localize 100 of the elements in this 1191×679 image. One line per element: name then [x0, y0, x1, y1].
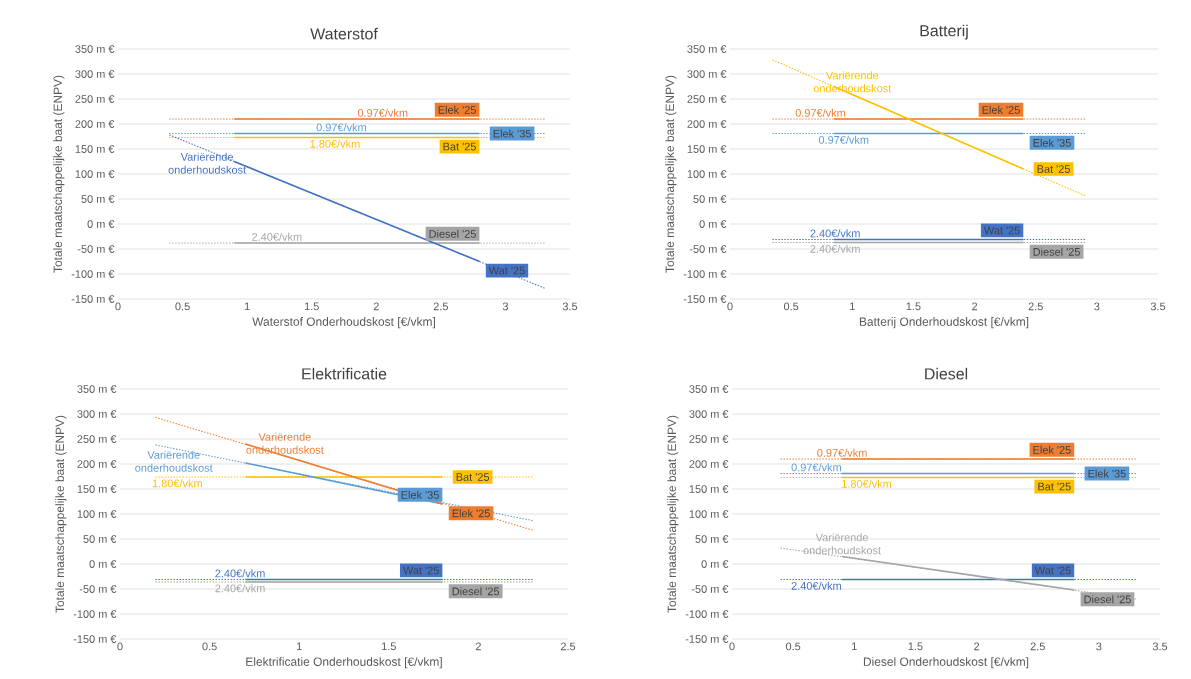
- series-label: Bat '25: [456, 473, 490, 481]
- series-label: Elek '25: [982, 105, 1020, 114]
- x-axis-title: Waterstof Onderhoudskost [€/vkm]: [252, 317, 435, 329]
- y-tick-label: -100 m €: [73, 610, 117, 618]
- x-tick-label: 1.5: [304, 302, 319, 311]
- x-tick-label: 3.5: [1152, 642, 1168, 651]
- y-tick-label: 300 m €: [75, 70, 115, 78]
- x-tick-label: 1: [852, 642, 857, 651]
- annotation: 2.40€/vkm: [810, 244, 860, 253]
- series-label: Elek '35: [493, 129, 531, 138]
- y-tick-label: 300 m €: [77, 410, 117, 418]
- x-tick-label: 1.5: [382, 642, 396, 651]
- y-tick-label: 300 m €: [689, 410, 729, 418]
- annotation: 0.97€/vkm: [817, 448, 867, 457]
- y-tick-label: 150 m €: [75, 145, 115, 153]
- x-axis-title: Diesel Onderhoudskost [€/vkm]: [863, 657, 1029, 669]
- y-tick-label: 0 m €: [699, 220, 727, 228]
- annotation: 2.40€/vkm: [810, 229, 860, 238]
- chart-title: Batterij: [920, 24, 968, 40]
- x-tick-label: 2: [475, 642, 481, 651]
- series-label: Wat '25: [983, 226, 1020, 235]
- annotation: 0.97€/vkm: [818, 135, 869, 144]
- x-tick-label: 0.5: [783, 302, 799, 311]
- y-tick-label: -50 m €: [691, 585, 729, 593]
- y-axis-title: Totale maatschappelijke baat (ENPV): [667, 415, 679, 613]
- series-label: Wat '25: [1034, 566, 1071, 575]
- series-label: Elek '35: [1088, 469, 1126, 478]
- y-tick-label: -150 m €: [683, 295, 727, 303]
- series-label: Bat '25: [1038, 482, 1071, 491]
- x-tick-label: 3: [502, 302, 508, 311]
- annotation: 1.80€/vkm: [152, 479, 202, 488]
- y-tick-label: 0 m €: [89, 560, 117, 568]
- y-tick-label: 100 m €: [689, 510, 729, 518]
- y-tick-label: -150 m €: [685, 635, 729, 643]
- x-tick-label: 0.5: [785, 642, 801, 651]
- x-tick-label: 2.5: [1030, 642, 1045, 651]
- y-tick-label: -150 m €: [71, 295, 115, 303]
- y-tick-label: 50 m €: [83, 535, 117, 543]
- chart-title: Waterstof: [310, 27, 378, 40]
- y-tick-label: 150 m €: [689, 485, 729, 493]
- y-tick-label: 300 m €: [687, 70, 727, 78]
- x-tick-label: 0.5: [175, 302, 190, 311]
- series-label: Elek '35: [1033, 138, 1071, 147]
- annotation: 2.40€/vkm: [791, 581, 841, 590]
- y-tick-label: 350 m €: [77, 385, 117, 393]
- y-tick-label: 200 m €: [75, 120, 115, 128]
- y-axis-title: Totale maatschappelijke baat (ENPV): [55, 415, 67, 613]
- x-tick-label: 2.5: [1028, 302, 1043, 311]
- x-axis-title: Elektrificatie Onderhoudskost [€/vkm]: [246, 657, 442, 669]
- x-tick-label: 0.5: [202, 642, 217, 651]
- y-tick-label: 150 m €: [77, 485, 117, 493]
- y-tick-label: 150 m €: [687, 145, 727, 153]
- y-axis-title: Totale maatschappelijke baat (ENPV): [665, 75, 677, 273]
- y-tick-label: 250 m €: [689, 435, 729, 443]
- y-tick-label: 200 m €: [77, 460, 117, 468]
- y-tick-label: 50 m €: [81, 195, 115, 203]
- y-tick-label: 100 m €: [77, 510, 117, 518]
- chart-title: Diesel: [925, 367, 968, 380]
- series-label: Diesel '25: [1084, 595, 1131, 604]
- y-tick-label: -150 m €: [73, 635, 117, 643]
- annotation: Variërende onderhoudskost: [803, 533, 881, 555]
- x-tick-label: 2: [373, 302, 379, 311]
- annotation: 2.40€/vkm: [215, 584, 265, 593]
- annotation: 0.97€/vkm: [795, 108, 846, 117]
- x-tick-label: 0: [117, 642, 123, 651]
- annotation: 2.40€/vkm: [215, 569, 265, 578]
- series-label: Elek '35: [401, 490, 439, 499]
- annotation: 0.97€/vkm: [791, 463, 841, 472]
- y-tick-label: 250 m €: [77, 435, 117, 443]
- x-tick-label: 2: [972, 302, 978, 311]
- x-tick-label: 0: [729, 642, 735, 651]
- annotation: 0.97€/vkm: [357, 108, 408, 117]
- series-label: Elek '25: [438, 105, 476, 114]
- series-label: Elek '25: [452, 509, 490, 518]
- x-tick-label: 0: [115, 302, 121, 311]
- x-tick-label: 2: [974, 642, 980, 651]
- y-tick-label: 350 m €: [689, 385, 729, 393]
- y-tick-label: 250 m €: [75, 95, 115, 103]
- series-label: Diesel '25: [452, 587, 500, 596]
- series-label: Elek '25: [1033, 445, 1071, 454]
- annotation: 1.80€/vkm: [842, 479, 892, 488]
- series-label: Bat '25: [443, 142, 476, 151]
- series-label: Wat '25: [403, 566, 439, 575]
- y-tick-label: -100 m €: [685, 610, 729, 618]
- y-axis-title: Totale maatschappelijke baat (ENPV): [53, 75, 65, 273]
- x-tick-label: 1: [296, 642, 302, 651]
- y-tick-label: 250 m €: [687, 95, 727, 103]
- y-tick-label: -100 m €: [683, 270, 727, 278]
- x-axis-title: Batterij Onderhoudskost [€/vkm]: [859, 317, 1029, 329]
- y-tick-label: -100 m €: [71, 270, 115, 278]
- y-tick-label: 50 m €: [695, 535, 729, 543]
- y-tick-label: 350 m €: [75, 45, 115, 53]
- y-tick-label: 200 m €: [687, 120, 727, 128]
- y-tick-label: 50 m €: [693, 195, 727, 203]
- annotation: Variërende onderhoudskost: [135, 450, 213, 472]
- series-label: Diesel '25: [429, 229, 476, 238]
- x-tick-label: 3: [1094, 302, 1100, 311]
- y-tick-label: -50 m €: [79, 585, 117, 593]
- series-label: Wat '25: [488, 266, 525, 275]
- x-tick-label: 1: [244, 302, 250, 311]
